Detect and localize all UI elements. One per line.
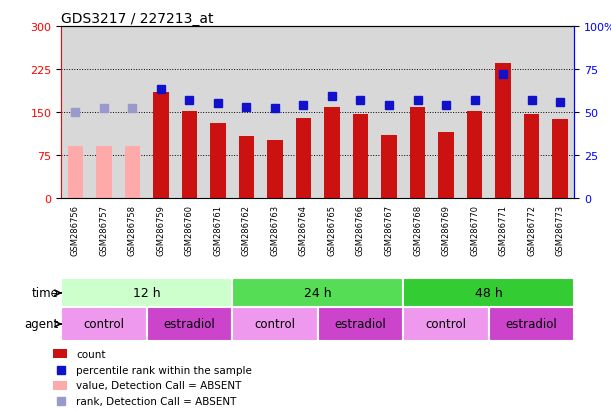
Text: control: control [254,318,296,331]
Bar [353,114,368,198]
Text: estradiol: estradiol [335,318,386,331]
Text: GSM286764: GSM286764 [299,205,308,256]
Bar [495,64,511,198]
Bar [381,135,397,198]
Text: GSM286766: GSM286766 [356,205,365,256]
Bar [403,308,489,341]
Text: value, Detection Call = ABSENT: value, Detection Call = ABSENT [76,380,242,391]
Text: 24 h: 24 h [304,287,332,300]
Bar [68,147,83,198]
Text: GSM286761: GSM286761 [213,205,222,256]
Text: GSM286757: GSM286757 [100,205,108,256]
Bar [409,108,425,198]
Bar [232,279,403,308]
Text: GDS3217 / 227213_at: GDS3217 / 227213_at [61,12,214,26]
Text: GSM286767: GSM286767 [384,205,393,256]
Bar [324,108,340,198]
Bar [232,308,318,341]
Text: GSM286765: GSM286765 [327,205,337,256]
Bar [153,93,169,198]
Bar [296,118,311,198]
Bar [125,147,140,198]
Text: GSM286773: GSM286773 [555,205,565,256]
Text: estradiol: estradiol [506,318,557,331]
Text: GSM286770: GSM286770 [470,205,479,256]
Text: time: time [31,287,58,300]
Bar [489,308,574,341]
Bar [147,308,232,341]
Bar [53,381,67,390]
Bar [61,279,232,308]
Bar [467,112,482,198]
Text: GSM286758: GSM286758 [128,205,137,256]
Bar [61,308,147,341]
Bar [552,120,568,198]
Bar [181,112,197,198]
Bar [96,147,112,198]
Bar [403,279,574,308]
Text: percentile rank within the sample: percentile rank within the sample [76,365,252,375]
Bar [524,114,540,198]
Text: GSM286763: GSM286763 [271,205,279,256]
Bar [267,141,283,198]
Bar [318,308,403,341]
Text: 48 h: 48 h [475,287,503,300]
Bar [238,137,254,198]
Text: estradiol: estradiol [164,318,215,331]
Text: GSM286769: GSM286769 [442,205,450,256]
Text: agent: agent [24,318,58,331]
Text: GSM286768: GSM286768 [413,205,422,256]
Text: GSM286762: GSM286762 [242,205,251,256]
Text: GSM286772: GSM286772 [527,205,536,256]
Bar [53,349,67,358]
Text: GSM286760: GSM286760 [185,205,194,256]
Text: control: control [83,318,125,331]
Bar [438,133,454,198]
Text: GSM286771: GSM286771 [499,205,508,256]
Text: GSM286759: GSM286759 [156,205,166,255]
Text: rank, Detection Call = ABSENT: rank, Detection Call = ABSENT [76,396,236,406]
Text: count: count [76,349,106,359]
Text: 12 h: 12 h [133,287,161,300]
Text: GSM286756: GSM286756 [71,205,80,256]
Bar [210,124,226,198]
Text: control: control [425,318,467,331]
